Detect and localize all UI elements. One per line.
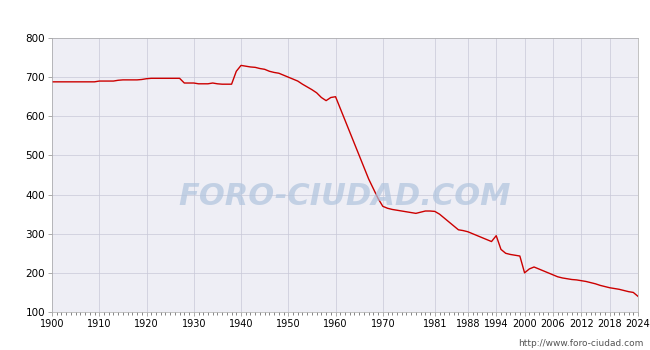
- Text: FORO-CIUDAD.COM: FORO-CIUDAD.COM: [179, 182, 512, 211]
- Text: http://www.foro-ciudad.com: http://www.foro-ciudad.com: [518, 339, 644, 348]
- Text: Castrillo de la Valduerna (Municipio) - Evolucion del numero de Habitantes: Castrillo de la Valduerna (Municipio) - …: [77, 7, 573, 21]
